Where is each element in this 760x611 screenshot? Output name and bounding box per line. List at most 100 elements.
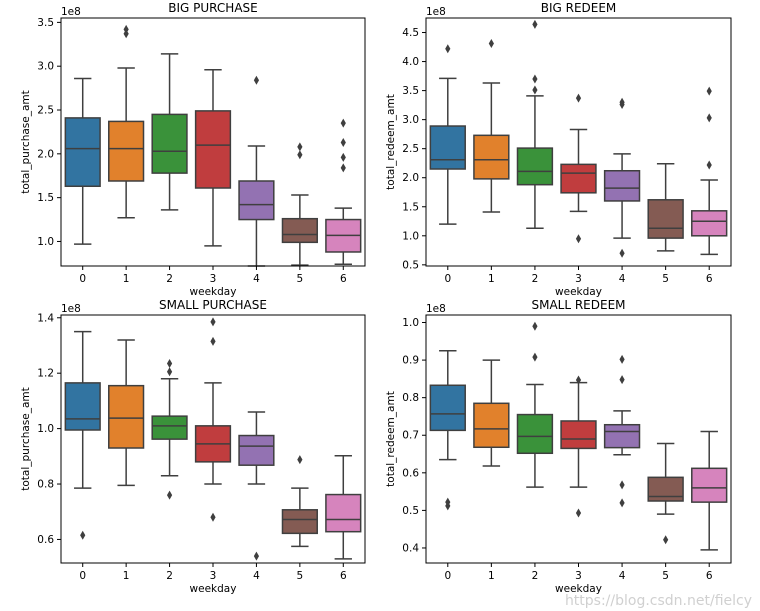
outlier-point <box>706 160 712 170</box>
box-4 <box>238 411 275 561</box>
x-tick-label: 5 <box>662 273 669 285</box>
box-6 <box>325 455 362 560</box>
box-2 <box>151 358 188 500</box>
x-tick-label: 5 <box>662 570 669 582</box>
outlier-point <box>210 317 216 327</box>
y-tick-label: 1.5 <box>37 192 54 204</box>
outlier-point <box>210 336 216 346</box>
y-tick-label: 1.0 <box>402 230 419 242</box>
box-body <box>429 125 466 170</box>
x-tick-label: 2 <box>532 570 539 582</box>
axis-exponent-label: 1e8 <box>426 303 446 315</box>
box-2 <box>516 321 554 488</box>
box-body <box>691 210 728 237</box>
box-5 <box>281 142 318 266</box>
chart-title: BIG PURCHASE <box>168 1 257 15</box>
box-0 <box>64 330 101 540</box>
outlier-point <box>532 85 538 95</box>
y-tick-label: 2.0 <box>37 148 54 160</box>
x-tick-label: 0 <box>79 273 86 285</box>
box-body <box>281 509 318 535</box>
axis-exponent-label: 1e8 <box>426 6 446 18</box>
x-tick-label: 4 <box>619 273 626 285</box>
outlier-point <box>166 490 173 500</box>
y-tick-label: 0.5 <box>402 259 419 271</box>
outlier-point <box>340 118 346 128</box>
outlier-point <box>575 234 582 244</box>
box-6 <box>325 118 362 265</box>
box-5 <box>281 455 318 548</box>
x-tick-label: 3 <box>210 273 217 285</box>
box-body <box>603 423 641 449</box>
box-body <box>281 217 318 244</box>
outlier-point <box>297 455 303 465</box>
box-body <box>64 382 101 431</box>
box-body <box>560 163 597 194</box>
box-0 <box>429 44 466 225</box>
subplot-big-purchase: 1.0 1.5 2.0 2.5 3.0 3.5 0 1 2 3 4 5 6 BIG PURCHASE wee… <box>20 1 366 298</box>
box-3 <box>194 68 232 247</box>
x-tick-label: 6 <box>340 273 347 285</box>
y-tick-label: 0.8 <box>37 479 54 491</box>
x-tick-label: 3 <box>575 273 582 285</box>
box-body <box>151 113 188 174</box>
box-body <box>473 134 510 180</box>
y-tick-label: 3.0 <box>402 114 419 126</box>
box-body <box>691 467 728 503</box>
outlier-point <box>80 530 86 540</box>
box-0 <box>429 349 466 511</box>
y-tick-label: 4.5 <box>402 27 419 39</box>
y-axis-label: total_purchase_amt <box>20 90 32 194</box>
x-axis-label: weekday <box>190 583 237 595</box>
x-tick-label: 0 <box>444 570 451 582</box>
box-3 <box>560 375 597 518</box>
box-body <box>108 384 145 449</box>
y-tick-label: 0.7 <box>402 430 419 442</box>
x-tick-label: 2 <box>532 273 539 285</box>
x-tick-label: 1 <box>488 570 495 582</box>
x-tick-label: 3 <box>210 570 217 582</box>
box-body <box>108 120 145 182</box>
box-body <box>64 117 101 188</box>
box-body <box>647 199 684 239</box>
outlier-point <box>445 44 451 54</box>
box-4 <box>603 97 641 258</box>
box-2 <box>151 53 188 211</box>
box-6 <box>691 86 728 256</box>
box-body <box>516 413 554 455</box>
box-4 <box>603 354 641 508</box>
box-body <box>325 493 362 533</box>
box-3 <box>560 93 597 244</box>
outlier-point <box>445 497 451 507</box>
outlier-point <box>619 375 625 385</box>
outlier-point <box>210 512 216 522</box>
box-5 <box>647 442 684 545</box>
box-body <box>603 169 641 202</box>
outlier-point <box>532 321 538 331</box>
outlier-point <box>619 97 625 107</box>
x-tick-label: 1 <box>488 273 495 285</box>
axis-exponent-label: 1e8 <box>61 6 81 18</box>
outlier-point <box>340 163 346 173</box>
x-tick-label: 5 <box>297 273 304 285</box>
x-tick-label: 2 <box>166 570 173 582</box>
y-tick-label: 4.0 <box>402 56 419 68</box>
outlier-point <box>297 142 303 152</box>
box-body <box>473 402 510 449</box>
y-tick-label: 1.0 <box>402 317 419 329</box>
box-body <box>151 415 188 440</box>
outlier-point <box>340 152 346 162</box>
outlier-point <box>706 113 712 123</box>
outlier-point <box>575 375 582 385</box>
y-tick-label: 2.0 <box>402 172 419 184</box>
box-body <box>238 434 275 466</box>
x-tick-label: 1 <box>123 273 130 285</box>
box-4 <box>238 75 275 267</box>
y-axis-label: total_redeem_amt <box>385 94 397 190</box>
x-axis-label: weekday <box>555 583 602 595</box>
box-6 <box>691 430 728 551</box>
y-tick-label: 1.2 <box>37 368 54 380</box>
box-1 <box>108 339 145 487</box>
x-axis-label: weekday <box>190 286 237 298</box>
